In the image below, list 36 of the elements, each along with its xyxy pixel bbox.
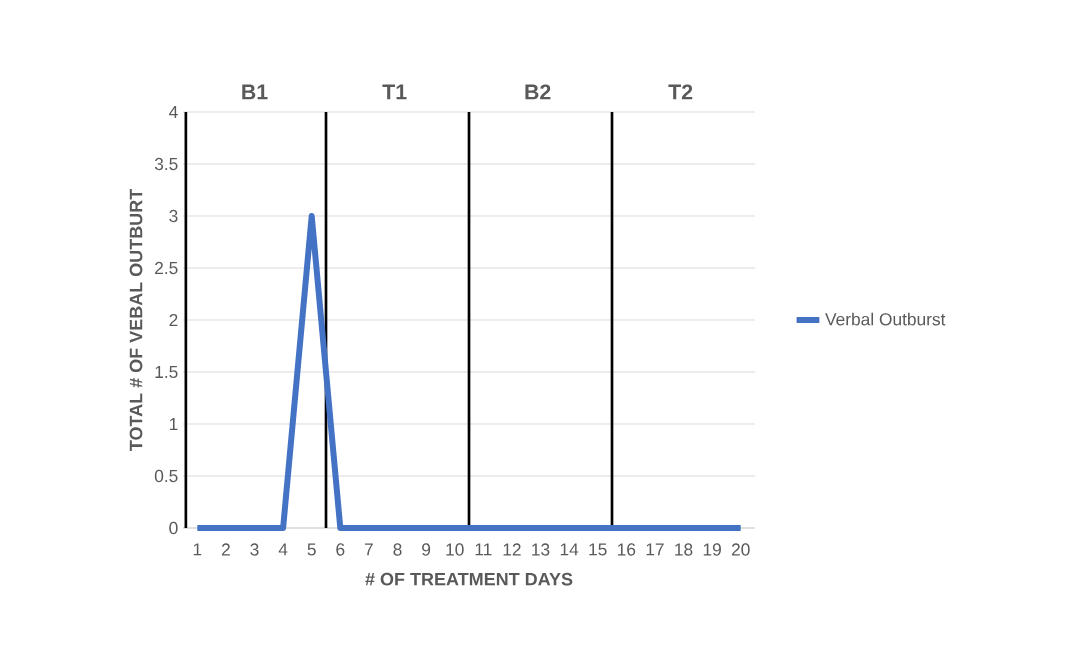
x-axis-title: # OF TREATMENT DAYS	[365, 572, 573, 586]
y-tick-label: 0	[169, 521, 178, 535]
y-tick-label: 4	[169, 106, 178, 118]
ref-line-label: B1	[242, 84, 268, 100]
x-tick-label: 6	[336, 543, 345, 556]
ref-line-label: T2	[668, 84, 693, 100]
x-tick-label: 1	[193, 543, 202, 556]
y-tick-label: 3	[169, 209, 178, 223]
y-tick-label: 0.5	[154, 469, 178, 483]
x-tick-label: 14	[560, 543, 579, 556]
x-tick-label: 13	[532, 543, 550, 556]
x-tick-label: 8	[393, 543, 402, 556]
x-tick-label: 12	[503, 543, 521, 556]
legend-label: Verbal Outburst	[825, 312, 946, 326]
x-tick-label: 3	[250, 543, 259, 556]
x-tick-label: 2	[221, 543, 230, 556]
x-tick-label: 10	[446, 543, 464, 556]
x-tick-label: 9	[422, 543, 431, 556]
y-tick-label: 1.5	[155, 365, 178, 379]
x-tick-label: 16	[617, 543, 636, 556]
x-tick-label: 5	[307, 543, 316, 556]
x-tick-label: 4	[278, 543, 288, 556]
x-tick-label: 17	[646, 543, 664, 556]
ref-line-label: T1	[382, 84, 407, 100]
y-tick-label: 2.5	[155, 261, 178, 275]
ref-line-label: B2	[525, 84, 551, 100]
x-tick-label: 19	[703, 543, 721, 556]
x-tick-label: 18	[675, 543, 693, 556]
x-tick-label: 15	[589, 543, 607, 556]
x-tick-label: 20	[731, 543, 750, 556]
y-tick-label: 1	[169, 418, 178, 430]
y-axis-title: TOTAL # OF VEBAL OUTBURT	[129, 189, 143, 451]
y-tick-label: 2	[169, 313, 178, 327]
x-tick-label: 11	[475, 543, 492, 556]
x-tick-label: 7	[364, 543, 373, 556]
y-tick-label: 3.5	[154, 157, 178, 171]
